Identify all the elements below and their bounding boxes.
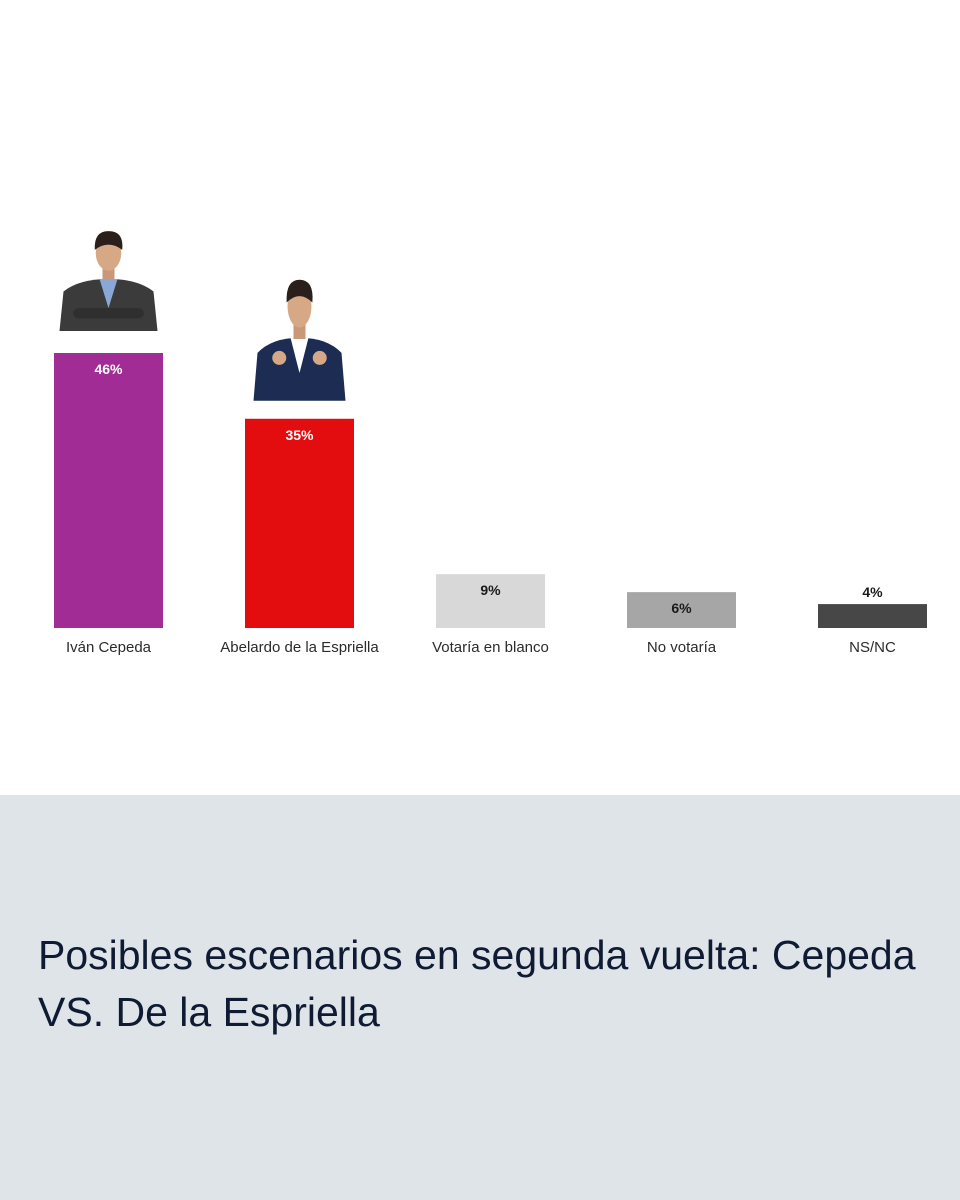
data-label-4: 6% [671,600,692,616]
data-label-1: 46% [94,361,123,377]
category-label-2: Abelardo de la Espriella [220,639,379,656]
bar-2 [245,418,354,628]
person-portrait-icon [59,231,158,331]
data-label-5: 4% [862,584,883,600]
data-label-2: 35% [285,427,314,443]
bar-5 [818,604,927,628]
caption-title: Posibles escenarios en segunda vuelta: C… [38,932,916,1035]
category-label-3: Votaría en blanco [432,639,549,656]
person-portrait-icon [253,279,346,401]
bar-4 [627,592,736,628]
category-label-5: NS/NC [849,639,896,656]
category-label-4: No votaría [647,639,717,656]
bar-1 [54,353,163,628]
bar-chart: 46% Iván Cepeda 35% Abelardo de la Espriell… [54,231,927,656]
data-label-3: 9% [480,582,501,598]
caption-panel: Posibles escenarios en segunda vuelta: C… [0,795,960,1200]
bar-3 [436,574,545,628]
chart-area: 46% Iván Cepeda 35% Abelardo de la Espriell… [54,231,927,656]
category-label-1: Iván Cepeda [66,639,152,656]
